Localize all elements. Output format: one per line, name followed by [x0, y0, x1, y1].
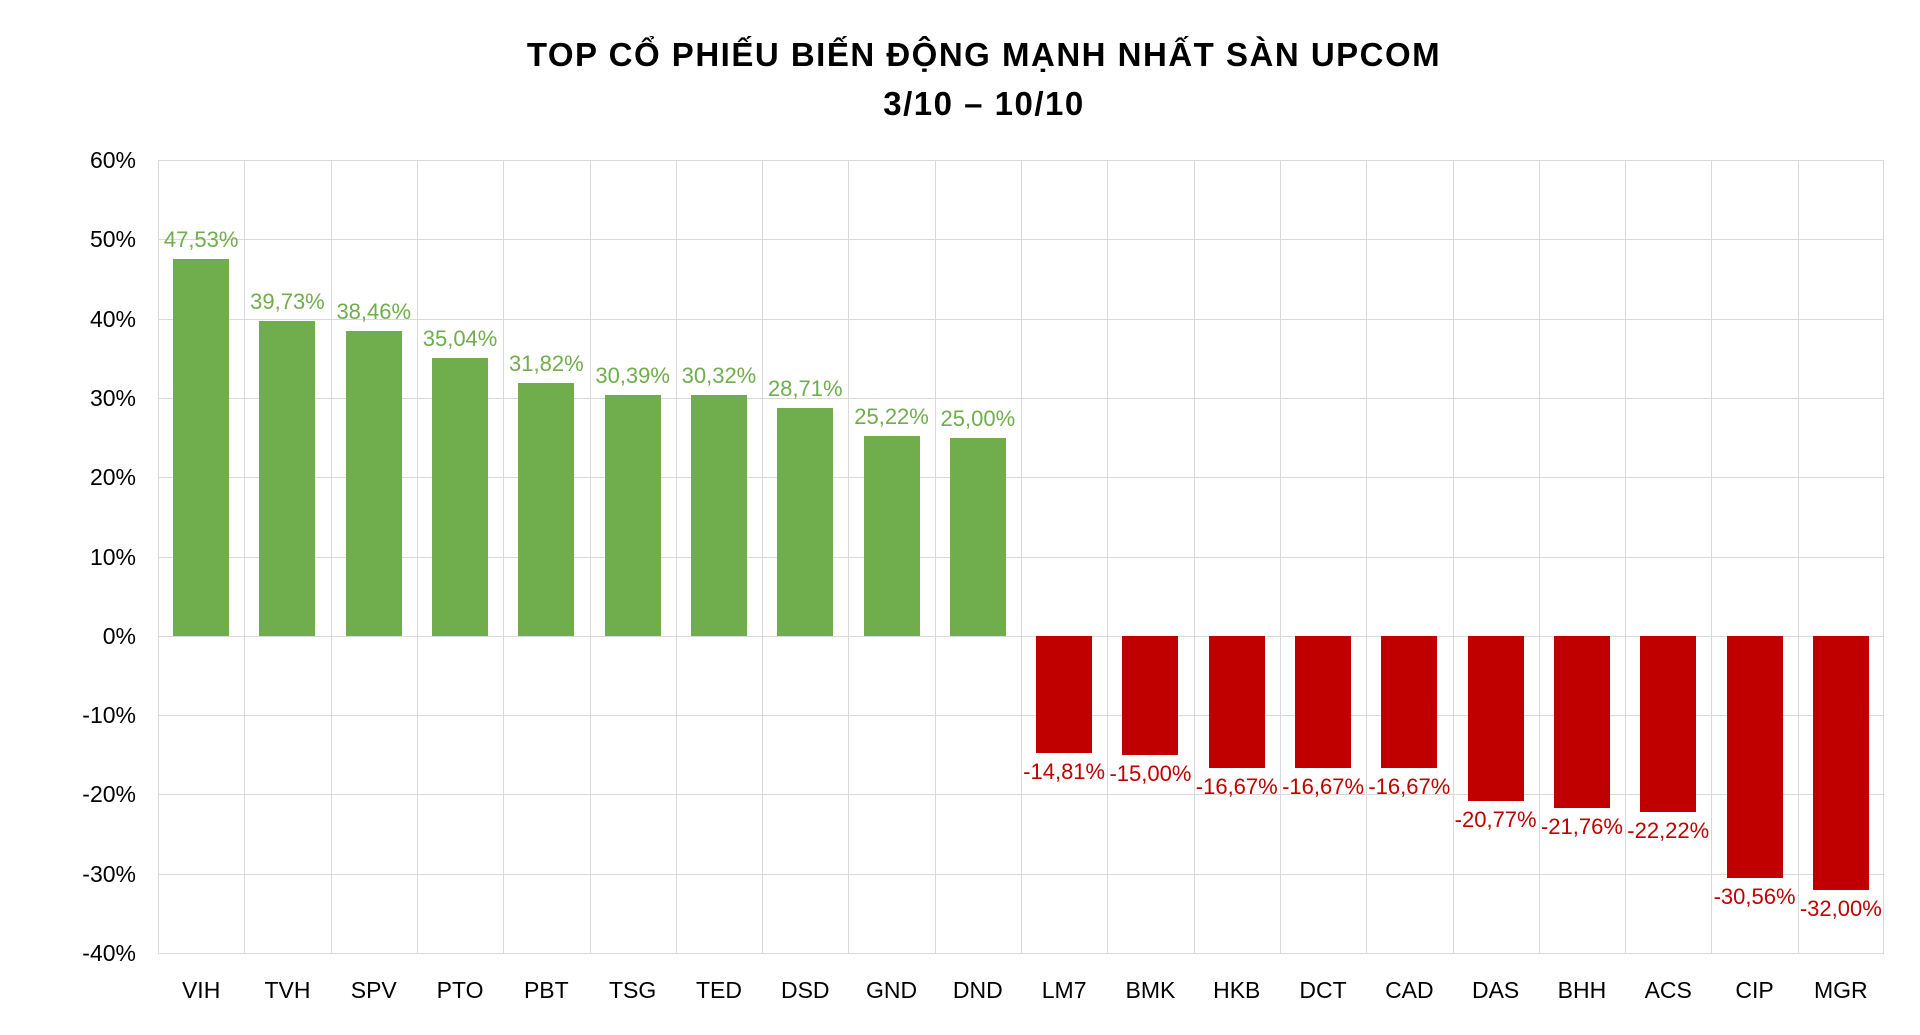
- value-label-SPV: 38,46%: [336, 298, 412, 324]
- y-tick-label: -20%: [82, 781, 136, 808]
- value-label-PTO: 35,04%: [422, 325, 498, 351]
- value-label-DAS: -20,77%: [1454, 806, 1537, 832]
- value-label-DND: 25,00%: [940, 405, 1016, 431]
- v-gridline: [1539, 160, 1540, 953]
- v-gridline: [244, 160, 245, 953]
- x-tick-label-TED: TED: [695, 977, 742, 1003]
- x-tick-label-PBT: PBT: [523, 977, 569, 1003]
- x-tick-label-DND: DND: [952, 977, 1003, 1003]
- v-gridline: [1453, 160, 1454, 953]
- value-label-MGR: -32,00%: [1799, 895, 1882, 921]
- bar-CIP: [1726, 635, 1783, 879]
- value-label-HKB: -16,67%: [1195, 773, 1278, 799]
- value-label-TSG: 30,39%: [595, 362, 670, 388]
- chart-subtitle: 3/10 – 10/10: [883, 85, 1085, 122]
- x-tick-label-DAS: DAS: [1471, 977, 1520, 1003]
- v-gridline: [935, 160, 936, 953]
- x-tick-label-SPV: SPV: [350, 977, 397, 1003]
- x-tick-label-BMK: BMK: [1125, 977, 1176, 1003]
- y-tick-label: 50%: [89, 226, 136, 253]
- x-tick-label-TVH: TVH: [264, 977, 311, 1003]
- chart-title: TOP CỔ PHIẾU BIẾN ĐỘNG MẠNH NHẤT SÀN UPC…: [526, 36, 1442, 73]
- v-gridline: [1280, 160, 1281, 953]
- x-tick-label-BHH: BHH: [1557, 977, 1607, 1003]
- v-gridline: [590, 160, 591, 953]
- y-tick-label: -30%: [82, 860, 136, 887]
- x-tick-label-LM7: LM7: [1041, 977, 1087, 1003]
- bar-DCT: [1295, 635, 1352, 768]
- value-label-VIH: 47,53%: [163, 226, 239, 252]
- bar-TVH: [259, 320, 316, 636]
- bar-TED: [690, 395, 747, 636]
- v-gridline: [417, 160, 418, 953]
- x-tick-label-HKB: HKB: [1213, 977, 1261, 1003]
- value-label-CIP: -30,56%: [1713, 884, 1796, 910]
- value-label-CAD: -16,67%: [1368, 773, 1451, 799]
- x-tick-label-MGR: MGR: [1814, 977, 1868, 1003]
- value-label-DSD: 28,71%: [767, 376, 843, 402]
- value-label-BMK: -15,00%: [1109, 760, 1192, 786]
- y-tick-label: 10%: [89, 543, 136, 570]
- v-gridline: [158, 160, 159, 953]
- v-gridline: [1366, 160, 1367, 953]
- value-label-PBT: 31,82%: [509, 351, 584, 377]
- bar-CAD: [1381, 635, 1438, 768]
- x-tick-label-CAD: CAD: [1385, 977, 1434, 1003]
- v-gridline: [762, 160, 763, 953]
- y-tick-label: 60%: [89, 147, 136, 173]
- bar-HKB: [1208, 635, 1265, 768]
- v-gridline: [1194, 160, 1195, 953]
- value-label-TED: 30,32%: [681, 363, 757, 389]
- value-label-BHH: -21,76%: [1540, 814, 1623, 840]
- bar-GND: [863, 435, 920, 636]
- v-gridline: [1883, 160, 1884, 953]
- plot-area: 47,53% 39,73% 38,46% 35,04% 31,82% 30,39% 30,3…: [158, 160, 1884, 954]
- bar-DAS: [1467, 635, 1524, 801]
- h-gridline: [158, 953, 1884, 954]
- v-gridline: [1798, 160, 1799, 953]
- y-tick-label: -40%: [82, 940, 136, 966]
- value-label-DCT: -16,67%: [1282, 773, 1365, 799]
- value-label-TVH: 39,73%: [250, 288, 325, 314]
- y-tick-label: -10%: [82, 702, 136, 729]
- x-tick-label-ACS: ACS: [1644, 977, 1692, 1003]
- v-gridline: [676, 160, 677, 953]
- bar-BMK: [1122, 635, 1179, 755]
- v-gridline: [331, 160, 332, 953]
- value-label-LM7: -14,81%: [1023, 759, 1106, 785]
- bar-DSD: [777, 408, 834, 636]
- x-tick-label-PTO: PTO: [436, 977, 484, 1003]
- chart-title-block: TOP CỔ PHIẾU BIẾN ĐỘNG MẠNH NHẤT SÀN UPC…: [24, 30, 1920, 128]
- bar-PBT: [518, 383, 575, 636]
- v-gridline: [1107, 160, 1108, 953]
- bar-DND: [949, 437, 1006, 636]
- x-tick-label-TSG: TSG: [609, 977, 657, 1003]
- v-gridline: [503, 160, 504, 953]
- x-tick-label-CIP: CIP: [1735, 977, 1774, 1003]
- y-tick-label: 40%: [89, 305, 136, 332]
- v-gridline: [1625, 160, 1626, 953]
- x-tick-label-DSD: DSD: [780, 977, 830, 1003]
- bar-BHH: [1553, 635, 1610, 809]
- v-gridline: [1711, 160, 1712, 953]
- bar-ACS: [1640, 635, 1697, 812]
- bar-SPV: [345, 330, 402, 636]
- bar-VIH: [173, 258, 230, 636]
- y-tick-label: 30%: [89, 384, 136, 411]
- v-gridline: [848, 160, 849, 953]
- y-tick-label: 20%: [89, 464, 136, 491]
- x-tick-label-VIH: VIH: [181, 977, 221, 1003]
- bar-MGR: [1812, 635, 1869, 890]
- value-label-ACS: -22,22%: [1627, 818, 1710, 843]
- bar-LM7: [1036, 635, 1093, 754]
- v-gridline: [1021, 160, 1022, 953]
- value-label-GND: 25,22%: [854, 403, 929, 429]
- bar-PTO: [432, 357, 489, 636]
- y-tick-label: 0%: [102, 622, 136, 649]
- x-tick-label-DCT: DCT: [1299, 977, 1347, 1003]
- x-tick-label-GND: GND: [865, 977, 918, 1003]
- bar-TSG: [604, 394, 661, 636]
